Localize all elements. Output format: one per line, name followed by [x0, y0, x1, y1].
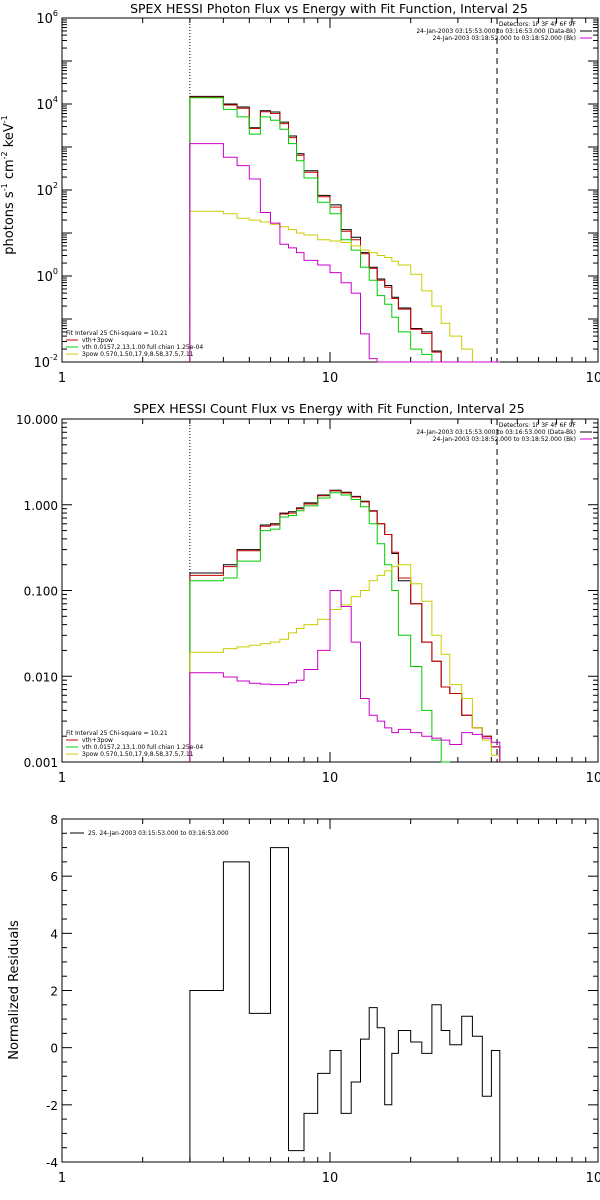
- photon-legend-entry: Detectors: 1F 3F 4F 6F 9F: [499, 21, 577, 28]
- photon-plot-frame: [61, 17, 599, 363]
- count-series-data-bk: [189, 489, 501, 762]
- photon-x-tick-label: 1: [58, 371, 66, 386]
- residual-x-tick-label: 1: [58, 1171, 66, 1186]
- photon-legend-entry: Fit Interval 25 Chi-square = 10.21: [66, 330, 168, 337]
- count-legend-entry: vth+3pow: [82, 737, 113, 744]
- count-legend-entry: vth 0.0157,2.13,1.00 full chian 1.25e-04: [82, 744, 203, 751]
- count-legend-entry: Detectors: 1F 3F 4F 6F 9F: [499, 422, 577, 429]
- residual-series-25-: [189, 847, 501, 1162]
- photon-series-3pow: [189, 210, 500, 363]
- residual-y-tick-label: 2: [50, 985, 58, 999]
- count-y-tick-label: 0.010: [24, 670, 58, 684]
- photon-y-tick-label: 104: [36, 95, 58, 113]
- residual-legend-entry: 25. 24-Jan-2003 03:15:53.000 to 03:16:53…: [88, 830, 229, 837]
- count-y-tick-label: 0.100: [24, 585, 58, 599]
- residual-x-tick-label: 100: [586, 1171, 600, 1186]
- count-x-tick-label: 10: [322, 771, 339, 786]
- photon-legend-entry: vth+3pow: [82, 337, 113, 344]
- photon-flux-panel: SPEX HESSI Photon Flux vs Energy with Fi…: [0, 1, 600, 386]
- residual-y-tick-label: 0: [50, 1042, 58, 1056]
- residual-y-tick-label: 4: [50, 927, 58, 941]
- count-series-bk: [189, 590, 501, 762]
- residual-x-tick-label: 10: [322, 1171, 339, 1186]
- residual-plot-frame: [61, 818, 599, 1163]
- count-y-tick-label: 0.001: [24, 756, 58, 770]
- photon-y-tick-label: 106: [36, 9, 58, 27]
- count-legend-entry: 3pow 0.570,1.50,17.9,8.58,37.5,7.11: [82, 751, 194, 758]
- photon-legend-entry: 24-Jan-2003 03:15:53.000 to 03:16:53.000…: [416, 28, 576, 35]
- photon-legend-entry: 3pow 0.570,1.50,17.9,8.58,37.5,7.11: [82, 351, 194, 358]
- count-legend-entry: 24-Jan-2003 03:18:52.000 to 03:18:52.000…: [433, 436, 576, 443]
- residual-y-tick-label: -2: [46, 1099, 58, 1113]
- residual-y-tick-label: 6: [50, 870, 58, 884]
- count-y-tick-label: 1.000: [24, 499, 58, 513]
- residuals-panel: Normalized Residuals 1 10 100 -4 -2 0 2 4 6 8 25. …: [7, 813, 600, 1186]
- photon-series-data-bk: [189, 95, 500, 363]
- count-series-vth-3pow: [189, 490, 501, 762]
- svg-text:photons s-1 cm-2 keV-1: photons s-1 cm-2 keV-1: [0, 115, 17, 254]
- count-flux-title: SPEX HESSI Count Flux vs Energy with Fit…: [133, 401, 524, 416]
- photon-y-tick-label: 100: [36, 267, 58, 285]
- count-x-tick-label: 1: [58, 771, 66, 786]
- count-legend-entry: Fit Interval 25 Chi-square = 10.21: [66, 730, 168, 737]
- count-flux-panel: SPEX HESSI Count Flux vs Energy with Fit…: [16, 401, 600, 786]
- photon-x-tick-label: 100: [586, 371, 600, 386]
- photon-y-tick-label: 10-2: [33, 353, 58, 371]
- photon-series-vth: [189, 97, 473, 363]
- count-x-tick-label: 100: [586, 771, 600, 786]
- residuals-y-axis-label: Normalized Residuals: [7, 920, 22, 1060]
- photon-legend-entry: 24-Jan-2003 03:18:52.000 to 03:18:52.000…: [433, 35, 576, 42]
- photon-x-tick-label: 10: [322, 371, 339, 386]
- residual-y-tick-label: -4: [46, 1156, 58, 1170]
- count-series-vth: [189, 492, 450, 763]
- count-series-3pow: [189, 564, 501, 762]
- count-y-tick-label: 10.000: [16, 413, 58, 427]
- photon-legend-entry: vth 0.0157,2.13,1.00 full chian 1.25e-04: [82, 344, 203, 351]
- photon-flux-title: SPEX HESSI Photon Flux vs Energy with Fi…: [130, 1, 528, 16]
- photon-flux-y-axis-label: photons s-1 cm-2 keV-1: [0, 115, 17, 254]
- photon-y-tick-label: 102: [36, 181, 58, 199]
- photon-series-bk: [189, 143, 500, 363]
- count-legend-entry: 24-Jan-2003 03:15:53.000 to 03:16:53.000…: [416, 429, 576, 436]
- residual-y-tick-label: 8: [50, 813, 58, 827]
